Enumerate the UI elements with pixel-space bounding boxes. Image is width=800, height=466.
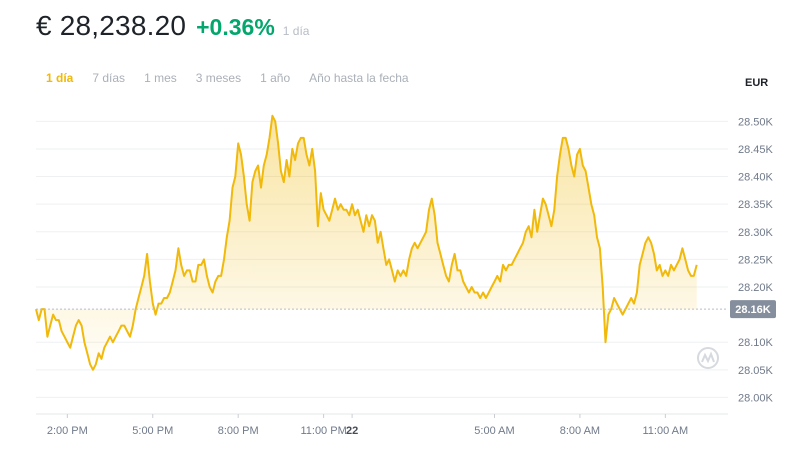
y-tick-label: 28.50K [738, 116, 774, 128]
y-tick-label: 28.35K [738, 199, 774, 211]
y-tick-label: 28.10K [738, 337, 774, 349]
timeframe-tabs: 1 día 7 días 1 mes 3 meses 1 año Año has… [46, 71, 428, 85]
x-tick-label: 11:00 PM [300, 425, 346, 437]
tab-year-to-date[interactable]: Año hasta la fecha [309, 71, 409, 85]
price-header: € 28,238.20 +0.36% 1 día [36, 10, 309, 42]
tab-1-year[interactable]: 1 año [260, 71, 291, 85]
price-area-fill [36, 115, 697, 370]
y-tick-label: 28.30K [738, 227, 774, 239]
tab-1-month[interactable]: 1 mes [144, 71, 177, 85]
y-tick-label: 28.05K [738, 365, 774, 377]
x-tick-label: 5:00 PM [132, 425, 173, 437]
market-logo-icon [697, 347, 719, 369]
x-tick-label: 11:00 AM [643, 425, 689, 437]
open-price-label: 28.16K [735, 304, 771, 316]
tab-1-day[interactable]: 1 día [46, 71, 74, 85]
tab-3-months[interactable]: 3 meses [195, 71, 242, 85]
x-tick-label: 2:00 PM [47, 425, 88, 437]
y-tick-label: 28.45K [738, 144, 774, 156]
open-price-badge [730, 300, 776, 319]
price-line[interactable] [35, 114, 698, 371]
x-tick-label: 22 [346, 425, 358, 437]
tab-7-days[interactable]: 7 días [92, 71, 126, 85]
x-tick-label: 8:00 AM [560, 425, 600, 437]
y-tick-label: 28.40K [738, 172, 774, 184]
x-tick-label: 5:00 AM [474, 425, 514, 437]
x-tick-label: 8:00 PM [218, 425, 259, 437]
price-change: +0.36% [196, 14, 275, 40]
current-price: € 28,238.20 [36, 10, 187, 41]
y-tick-label: 28.00K [738, 392, 774, 404]
y-tick-label: 28.25K [738, 254, 774, 266]
change-period: 1 día [282, 24, 310, 38]
currency-label: EUR [745, 77, 769, 89]
y-tick-label: 28.20K [738, 282, 774, 294]
